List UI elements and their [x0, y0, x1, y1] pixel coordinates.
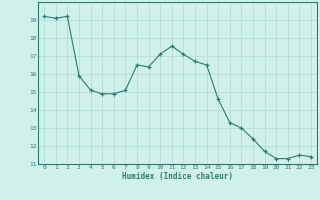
X-axis label: Humidex (Indice chaleur): Humidex (Indice chaleur)	[122, 172, 233, 181]
